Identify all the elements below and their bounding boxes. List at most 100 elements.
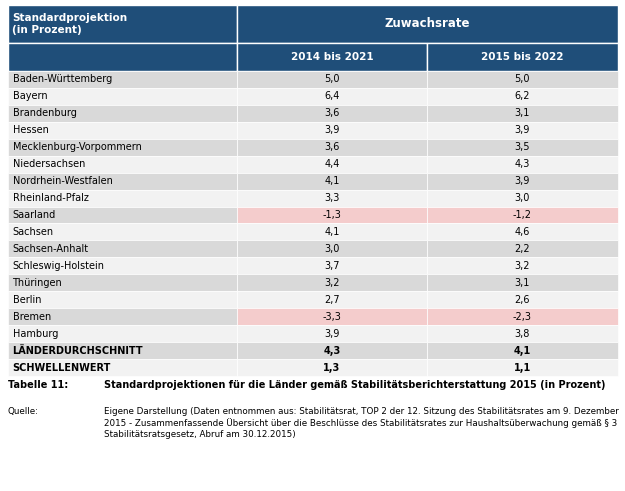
Text: 2015 bis 2022: 2015 bis 2022: [481, 52, 564, 62]
Bar: [8, 223, 237, 241]
Text: Hessen: Hessen: [12, 125, 48, 135]
Bar: [427, 190, 618, 207]
Text: 3,1: 3,1: [514, 109, 530, 118]
Bar: [8, 5, 237, 43]
Text: Niedersachsen: Niedersachsen: [12, 159, 85, 169]
Bar: [237, 207, 427, 223]
Bar: [8, 257, 237, 274]
Text: Nordrhein-Westfalen: Nordrhein-Westfalen: [12, 176, 112, 186]
Text: Standardprojektion
(in Prozent): Standardprojektion (in Prozent): [12, 12, 128, 35]
Text: Sachsen: Sachsen: [12, 227, 54, 237]
Text: 3,9: 3,9: [324, 125, 340, 135]
Text: 3,5: 3,5: [514, 142, 530, 152]
Text: 4,1: 4,1: [324, 176, 340, 186]
Bar: [427, 325, 618, 342]
Bar: [8, 139, 237, 156]
Bar: [427, 156, 618, 173]
Bar: [427, 71, 618, 88]
Text: 6,2: 6,2: [514, 91, 530, 101]
Text: 3,6: 3,6: [324, 142, 340, 152]
Bar: [237, 43, 427, 71]
Text: 3,9: 3,9: [324, 328, 340, 339]
Bar: [8, 122, 237, 139]
Text: Thüringen: Thüringen: [12, 278, 62, 288]
Bar: [427, 241, 618, 257]
Bar: [237, 173, 427, 190]
Text: Mecklenburg-Vorpommern: Mecklenburg-Vorpommern: [12, 142, 141, 152]
Text: Sachsen-Anhalt: Sachsen-Anhalt: [12, 244, 89, 254]
Text: 2,7: 2,7: [324, 295, 340, 305]
Bar: [8, 274, 237, 291]
Bar: [8, 88, 237, 105]
Bar: [427, 359, 618, 376]
Bar: [237, 139, 427, 156]
Bar: [427, 88, 618, 105]
Bar: [237, 88, 427, 105]
Text: SCHWELLENWERT: SCHWELLENWERT: [12, 362, 111, 373]
Bar: [8, 105, 237, 122]
Text: 4,1: 4,1: [324, 227, 340, 237]
Text: Eigene Darstellung (Daten entnommen aus: Stabilitätsrat, TOP 2 der 12. Sitzung d: Eigene Darstellung (Daten entnommen aus:…: [104, 407, 619, 438]
Text: 3,8: 3,8: [514, 328, 530, 339]
Bar: [427, 43, 618, 71]
Text: 4,4: 4,4: [324, 159, 340, 169]
Bar: [237, 190, 427, 207]
Bar: [8, 173, 237, 190]
Bar: [427, 291, 618, 308]
Bar: [427, 173, 618, 190]
Bar: [8, 190, 237, 207]
Text: Brandenburg: Brandenburg: [12, 109, 76, 118]
Bar: [427, 257, 618, 274]
Bar: [237, 71, 427, 88]
Bar: [237, 359, 427, 376]
Text: 3,2: 3,2: [514, 261, 530, 271]
Text: 3,1: 3,1: [514, 278, 530, 288]
Bar: [8, 207, 237, 223]
Bar: [237, 223, 427, 241]
Text: 3,9: 3,9: [514, 125, 530, 135]
Text: 1,3: 1,3: [323, 362, 341, 373]
Bar: [237, 342, 427, 359]
Bar: [427, 223, 618, 241]
Text: Hamburg: Hamburg: [12, 328, 58, 339]
Bar: [237, 291, 427, 308]
Bar: [427, 139, 618, 156]
Text: Tabelle 11:: Tabelle 11:: [8, 380, 68, 390]
Text: -2,3: -2,3: [513, 312, 532, 322]
Text: 3,7: 3,7: [324, 261, 340, 271]
Text: 4,1: 4,1: [514, 346, 531, 355]
Text: -1,3: -1,3: [322, 210, 341, 220]
Text: 4,6: 4,6: [514, 227, 530, 237]
Bar: [237, 122, 427, 139]
Text: Bremen: Bremen: [12, 312, 51, 322]
Text: 5,0: 5,0: [514, 74, 530, 84]
Text: 4,3: 4,3: [514, 159, 530, 169]
Text: 2014 bis 2021: 2014 bis 2021: [291, 52, 373, 62]
Bar: [8, 342, 237, 359]
Text: 3,9: 3,9: [514, 176, 530, 186]
Bar: [237, 241, 427, 257]
Bar: [427, 105, 618, 122]
Text: 3,0: 3,0: [324, 244, 340, 254]
Text: 4,3: 4,3: [323, 346, 341, 355]
Text: Standardprojektionen für die Länder gemäß Stabilitätsberichterstattung 2015 (in : Standardprojektionen für die Länder gemä…: [104, 380, 606, 390]
Bar: [237, 5, 618, 43]
Text: Saarland: Saarland: [12, 210, 56, 220]
Bar: [237, 274, 427, 291]
Text: Schleswig-Holstein: Schleswig-Holstein: [12, 261, 104, 271]
Text: -3,3: -3,3: [322, 312, 341, 322]
Text: 3,0: 3,0: [514, 193, 530, 203]
Text: 1,1: 1,1: [514, 362, 531, 373]
Text: Bayern: Bayern: [12, 91, 47, 101]
Text: 3,6: 3,6: [324, 109, 340, 118]
Bar: [427, 342, 618, 359]
Text: Berlin: Berlin: [12, 295, 41, 305]
Bar: [8, 71, 237, 88]
Bar: [237, 257, 427, 274]
Bar: [427, 122, 618, 139]
Bar: [8, 325, 237, 342]
Bar: [8, 359, 237, 376]
Bar: [427, 207, 618, 223]
Text: 6,4: 6,4: [324, 91, 340, 101]
Text: 3,2: 3,2: [324, 278, 340, 288]
